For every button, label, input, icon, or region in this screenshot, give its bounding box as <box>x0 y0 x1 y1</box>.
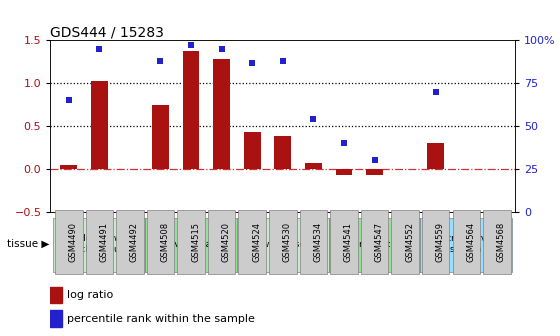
Text: GSM4541: GSM4541 <box>344 222 353 262</box>
Bar <box>50 310 62 327</box>
FancyBboxPatch shape <box>300 210 327 274</box>
FancyBboxPatch shape <box>361 210 388 274</box>
Text: GSM4508: GSM4508 <box>161 222 170 262</box>
Bar <box>60 165 77 169</box>
FancyBboxPatch shape <box>53 218 145 272</box>
FancyBboxPatch shape <box>116 210 144 274</box>
Text: GSM4568: GSM4568 <box>497 222 506 262</box>
FancyBboxPatch shape <box>421 218 512 272</box>
Bar <box>183 51 199 169</box>
FancyBboxPatch shape <box>422 210 450 274</box>
Text: GSM4490: GSM4490 <box>69 222 78 262</box>
Text: GSM4524: GSM4524 <box>252 222 261 262</box>
Bar <box>366 169 383 175</box>
Bar <box>50 287 62 303</box>
Bar <box>274 136 291 169</box>
Bar <box>91 81 108 169</box>
FancyBboxPatch shape <box>86 210 113 274</box>
Text: GSM4552: GSM4552 <box>405 222 414 262</box>
Text: wing disc: wing disc <box>262 240 304 249</box>
Text: GSM4492: GSM4492 <box>130 222 139 262</box>
FancyBboxPatch shape <box>391 210 419 274</box>
FancyBboxPatch shape <box>237 218 329 272</box>
Text: salivary gland: salivary gland <box>159 240 223 249</box>
Bar <box>213 59 230 169</box>
Bar <box>305 163 322 169</box>
Text: GSM4530: GSM4530 <box>283 222 292 262</box>
FancyBboxPatch shape <box>330 210 358 274</box>
FancyBboxPatch shape <box>452 210 480 274</box>
Text: GSM4559: GSM4559 <box>436 222 445 262</box>
Text: tissue ▶: tissue ▶ <box>7 239 50 249</box>
Text: GDS444 / 15283: GDS444 / 15283 <box>50 25 164 39</box>
FancyBboxPatch shape <box>329 218 421 272</box>
FancyBboxPatch shape <box>239 210 266 274</box>
Text: midgut: midgut <box>358 240 391 249</box>
Text: GSM4515: GSM4515 <box>191 222 200 262</box>
Text: GSM4534: GSM4534 <box>314 222 323 262</box>
FancyBboxPatch shape <box>269 210 297 274</box>
Text: percentile rank within the sample: percentile rank within the sample <box>67 314 255 324</box>
FancyBboxPatch shape <box>145 218 237 272</box>
Text: central nervous
system: central nervous system <box>431 235 502 254</box>
Bar <box>427 143 444 169</box>
Bar <box>335 169 352 175</box>
Text: GSM4564: GSM4564 <box>466 222 475 262</box>
FancyBboxPatch shape <box>55 210 82 274</box>
Bar <box>244 132 260 169</box>
Text: GSM4520: GSM4520 <box>222 222 231 262</box>
FancyBboxPatch shape <box>147 210 174 274</box>
Text: log ratio: log ratio <box>67 290 113 300</box>
FancyBboxPatch shape <box>208 210 235 274</box>
Text: GSM4547: GSM4547 <box>375 222 384 262</box>
FancyBboxPatch shape <box>178 210 205 274</box>
Text: epidermis with
attached muscle: epidermis with attached muscle <box>62 235 137 254</box>
FancyBboxPatch shape <box>483 210 511 274</box>
Bar <box>152 104 169 169</box>
Text: GSM4491: GSM4491 <box>99 222 108 262</box>
